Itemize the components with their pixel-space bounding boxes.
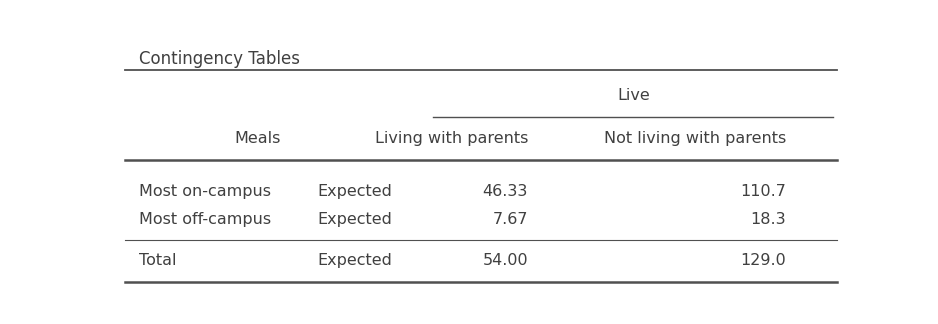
Text: Not living with parents: Not living with parents	[604, 131, 786, 146]
Text: 110.7: 110.7	[740, 184, 786, 199]
Text: Living with parents: Living with parents	[374, 131, 528, 146]
Text: Live: Live	[617, 87, 650, 102]
Text: 7.67: 7.67	[492, 212, 528, 227]
Text: Meals: Meals	[234, 131, 280, 146]
Text: Most off-campus: Most off-campus	[139, 212, 271, 227]
Text: Most on-campus: Most on-campus	[139, 184, 271, 199]
Text: 18.3: 18.3	[750, 212, 786, 227]
Text: Expected: Expected	[317, 212, 392, 227]
Text: Contingency Tables: Contingency Tables	[139, 50, 300, 68]
Text: Total: Total	[139, 253, 176, 268]
Text: 54.00: 54.00	[482, 253, 528, 268]
Text: 46.33: 46.33	[483, 184, 528, 199]
Text: Expected: Expected	[317, 184, 392, 199]
Text: Expected: Expected	[317, 253, 392, 268]
Text: 129.0: 129.0	[740, 253, 786, 268]
